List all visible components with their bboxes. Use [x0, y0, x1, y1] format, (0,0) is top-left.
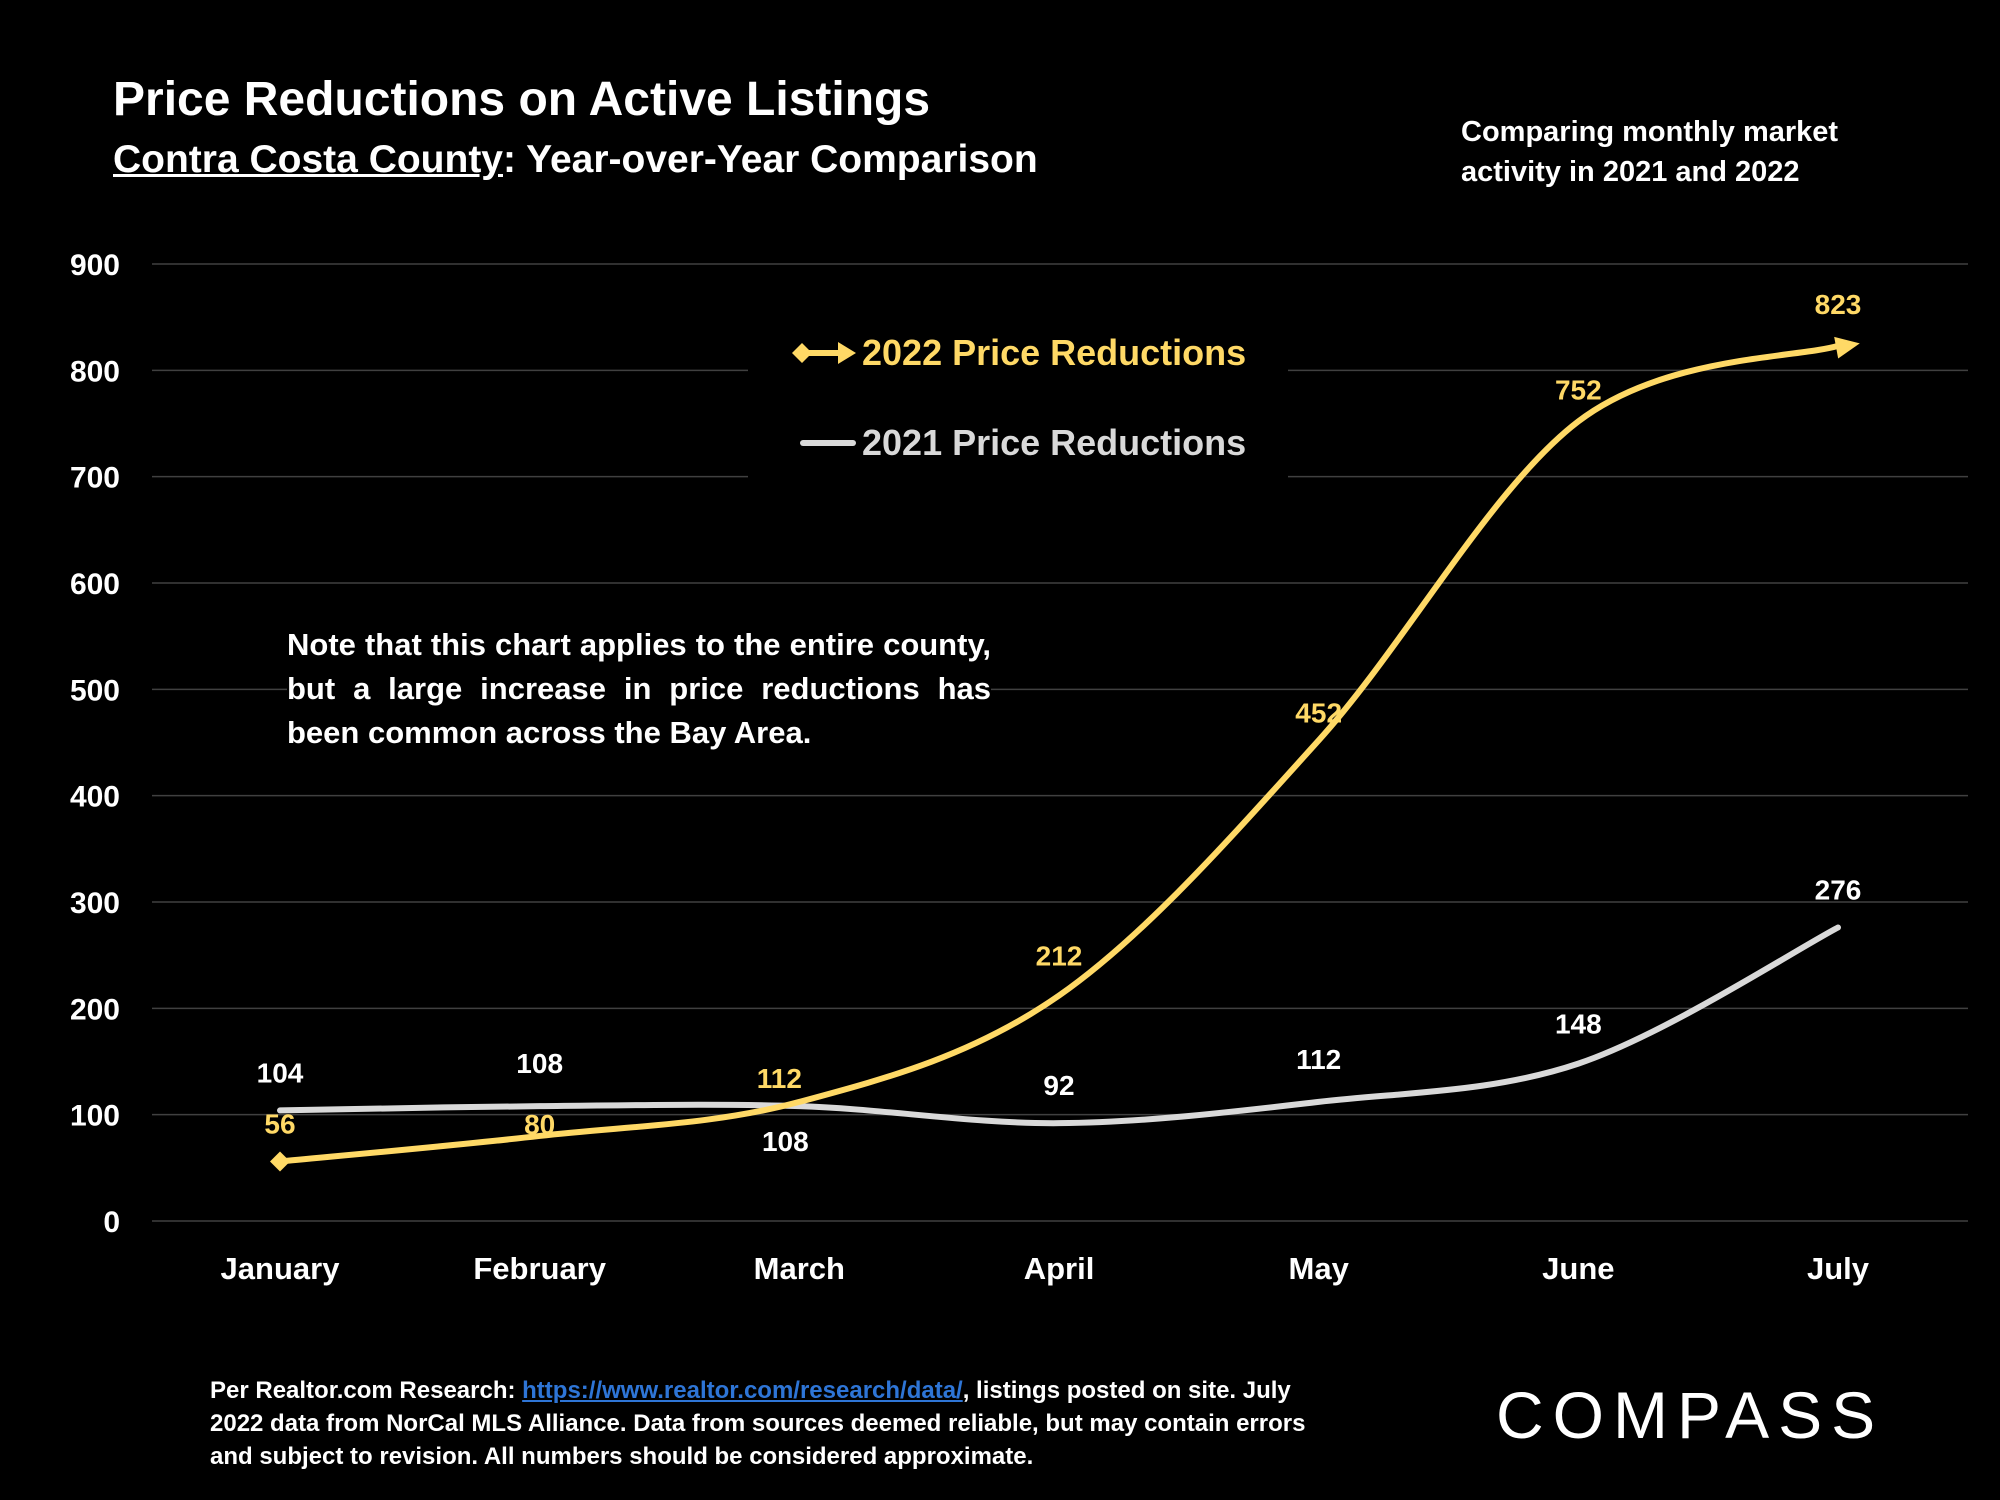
series-2022-start-marker — [270, 1151, 290, 1172]
data-label-2022: 452 — [1295, 697, 1342, 728]
y-tick-label: 0 — [103, 1206, 120, 1239]
y-tick-label: 500 — [70, 674, 120, 707]
y-tick-label: 700 — [70, 462, 120, 495]
source-link[interactable]: https://www.realtor.com/research/data/ — [522, 1377, 963, 1404]
data-label-2021: 276 — [1815, 875, 1862, 906]
x-tick-label: January — [221, 1251, 341, 1286]
data-label-2021: 108 — [762, 1126, 809, 1157]
y-tick-label: 800 — [70, 355, 120, 388]
source-footnote: Per Realtor.com Research: https://www.re… — [210, 1374, 1350, 1473]
data-label-2022: 56 — [264, 1108, 295, 1139]
y-tick-label: 400 — [70, 781, 120, 814]
data-label-2021: 104 — [257, 1057, 304, 1088]
x-tick-label: April — [1024, 1251, 1095, 1286]
data-label-2021: 92 — [1043, 1070, 1074, 1101]
side-note: Comparing monthly market activity in 202… — [1461, 116, 1839, 188]
legend-arrow-2022 — [838, 342, 856, 364]
legend-label-2021: 2021 Price Reductions — [862, 422, 1246, 463]
series-line-2021 — [277, 924, 1841, 1127]
data-label-2021: 148 — [1555, 1009, 1602, 1040]
data-label-2022: 112 — [757, 1063, 802, 1094]
series-2022-end-arrow — [1834, 336, 1860, 359]
legend-label-2022: 2022 Price Reductions — [862, 332, 1246, 373]
data-label-2022: 823 — [1815, 289, 1862, 320]
subtitle-county: Contra Costa County — [113, 138, 503, 181]
legend-marker-2022 — [792, 343, 812, 363]
y-tick-label: 300 — [70, 887, 120, 920]
y-tick-label: 200 — [70, 993, 120, 1026]
series-line-2022 — [277, 342, 1841, 1165]
compass-logo: COMPASS — [1496, 1378, 1885, 1452]
x-tick-label: March — [754, 1251, 845, 1286]
y-tick-label: 600 — [70, 568, 120, 601]
data-label-2021: 112 — [1296, 1044, 1341, 1075]
data-label-2022: 80 — [524, 1109, 555, 1140]
x-tick-label: May — [1289, 1251, 1350, 1286]
x-tick-label: June — [1542, 1251, 1614, 1286]
y-tick-label: 100 — [70, 1100, 120, 1133]
y-tick-label: 900 — [70, 249, 120, 282]
footnote-prefix: Per Realtor.com Research: — [210, 1377, 523, 1404]
footnote-rest: , listings posted on site. July 2022 dat… — [210, 1377, 1306, 1470]
data-label-2022: 752 — [1555, 374, 1602, 405]
chart-note: Note that this chart applies to the enti… — [287, 623, 991, 755]
subtitle-rest: : Year-over-Year Comparison — [503, 138, 1038, 181]
data-label-2021: 108 — [516, 1048, 563, 1079]
x-tick-label: July — [1807, 1251, 1870, 1286]
chart-subtitle: Contra Costa County: Year-over-Year Comp… — [113, 138, 1038, 182]
x-tick-label: February — [473, 1251, 606, 1286]
data-label-2022: 212 — [1036, 941, 1083, 972]
chart-title: Price Reductions on Active Listings — [113, 73, 931, 126]
